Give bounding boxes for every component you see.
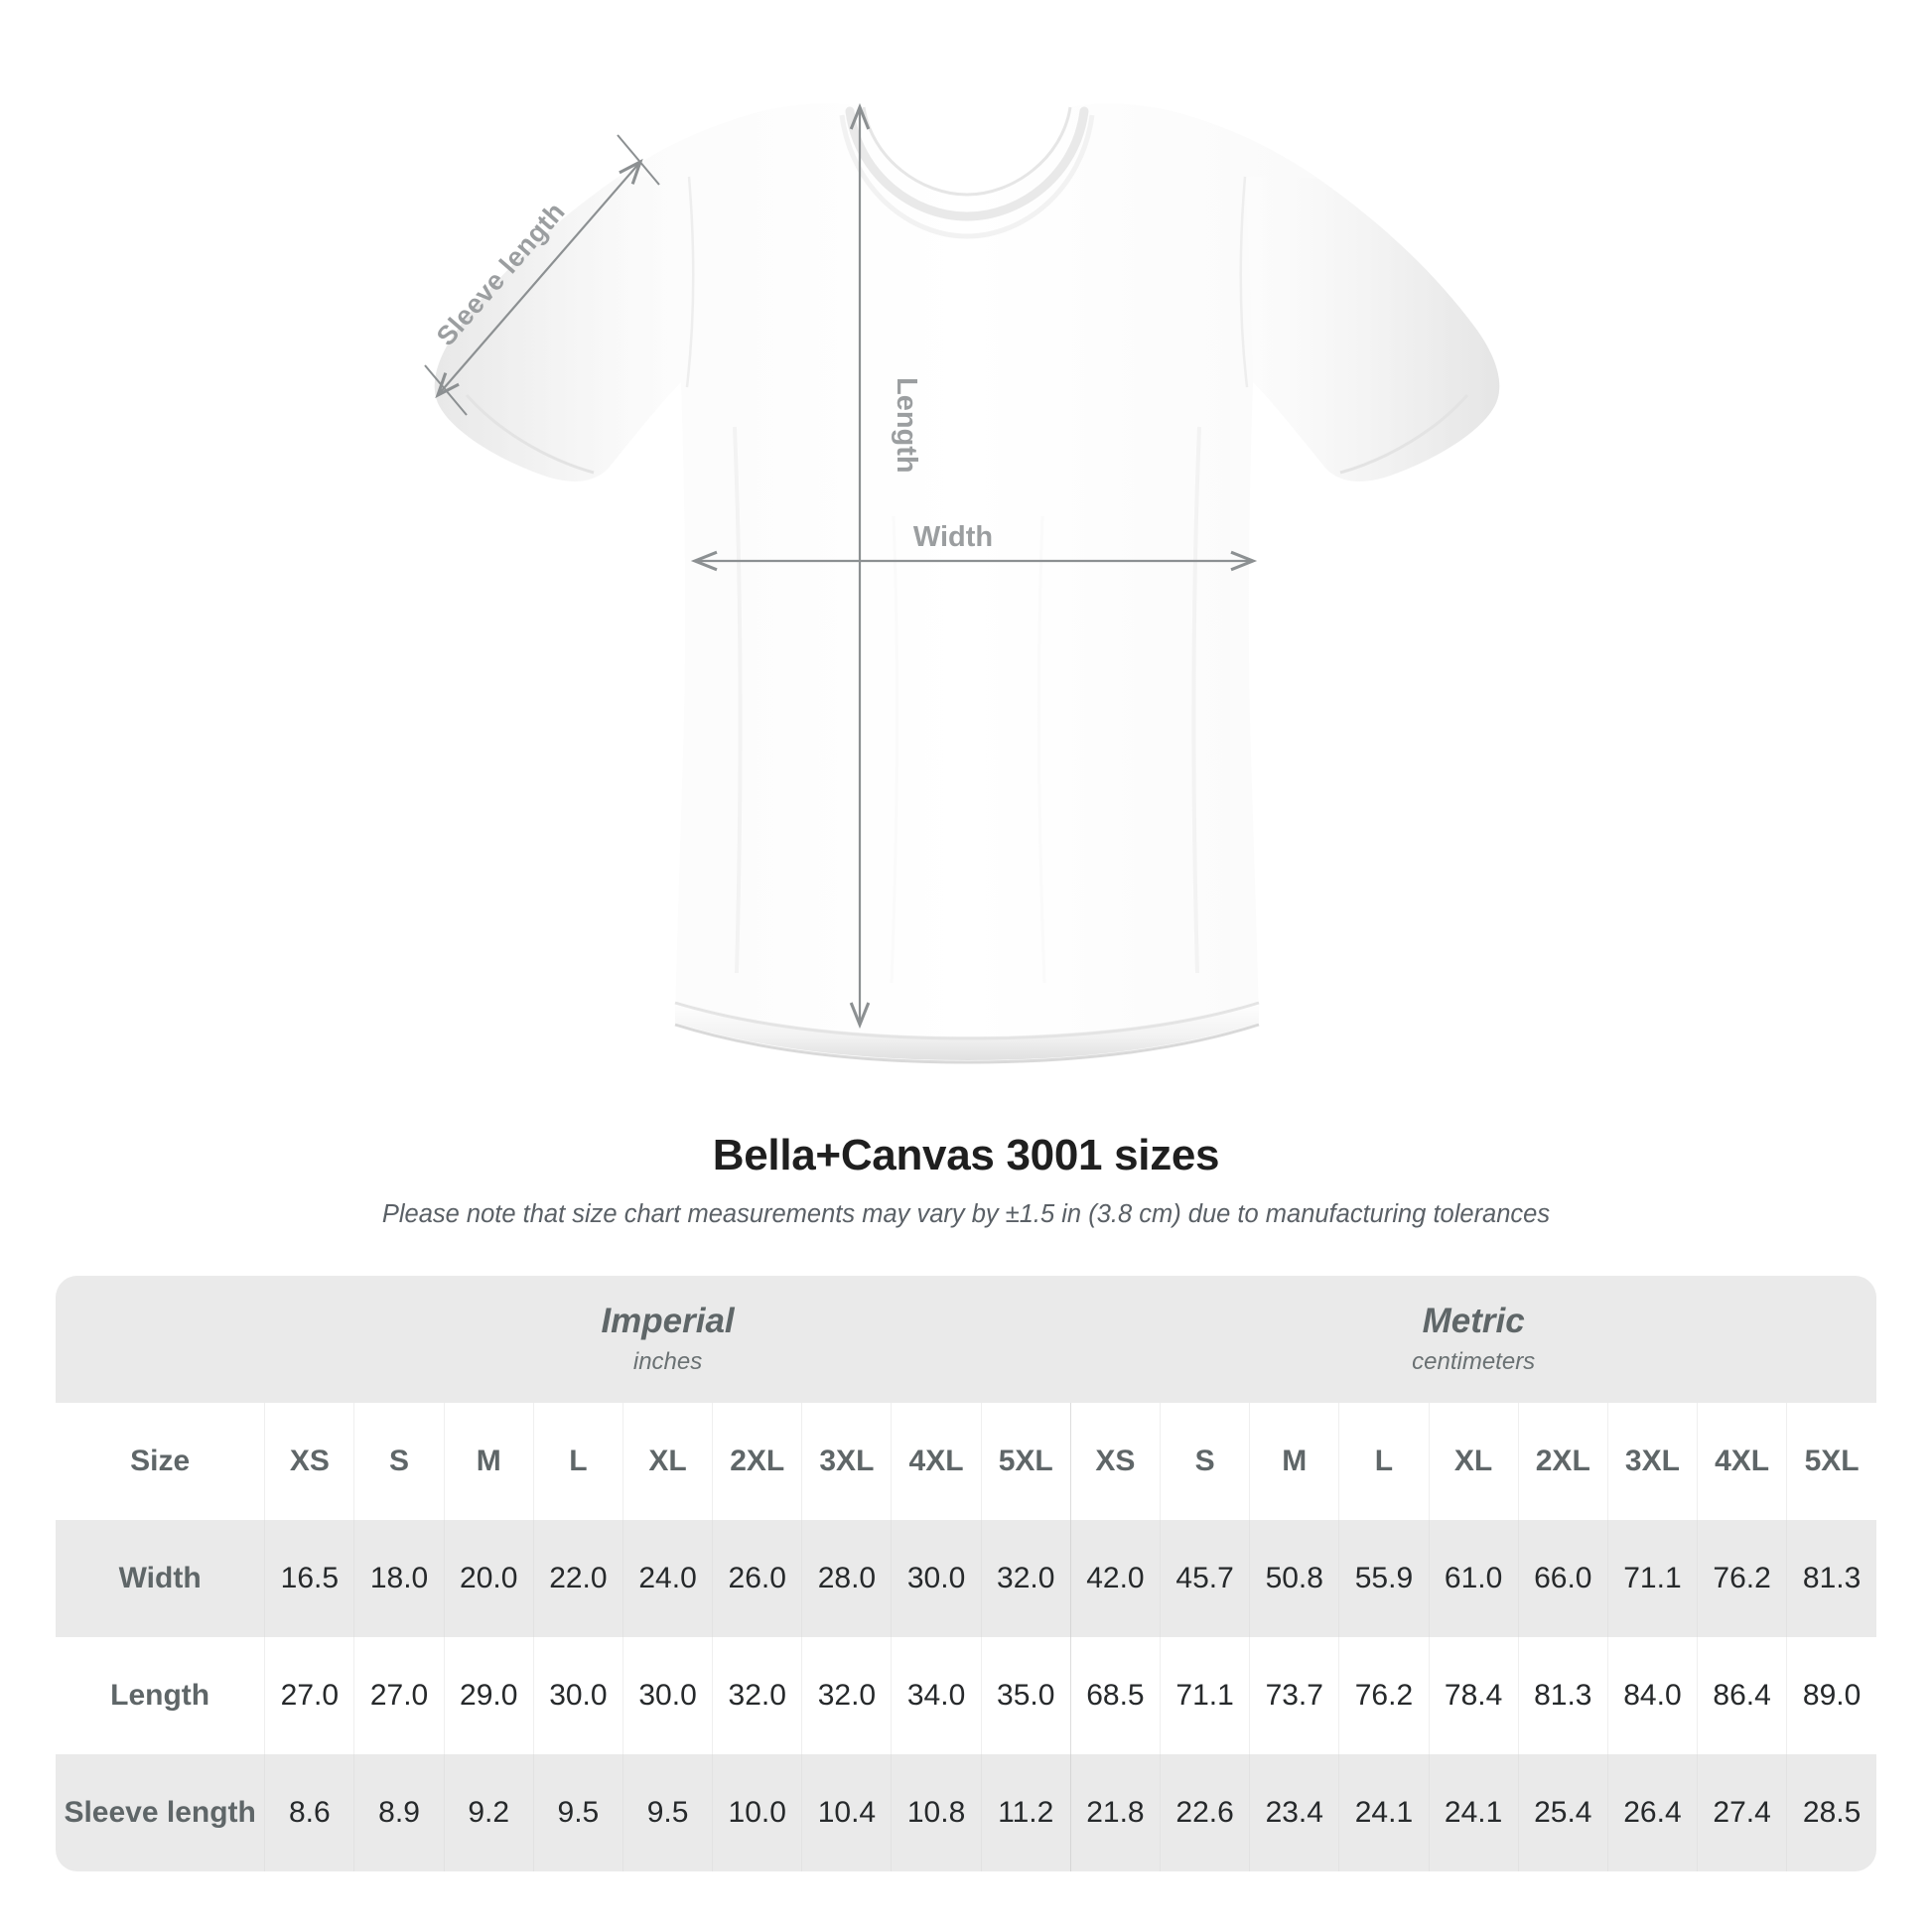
table-row: Width 16.5 18.0 20.0 22.0 24.0 26.0 28.0 30.0 32.… — [56, 1520, 1876, 1637]
cell-length-metric-l: 76.2 — [1338, 1637, 1430, 1754]
cell-length-metric-s: 71.1 — [1159, 1637, 1250, 1754]
cell-width-imperial-xs: 16.5 — [264, 1520, 354, 1637]
cell-length-imperial-m: 29.0 — [443, 1637, 534, 1754]
cell-width-imperial-xl: 24.0 — [621, 1520, 713, 1637]
row-label-length: Length — [56, 1637, 265, 1754]
cell-width-imperial-2xl: 26.0 — [712, 1520, 802, 1637]
unit-group-imperial: Imperial inches — [264, 1276, 1071, 1403]
cell-width-imperial-s: 18.0 — [353, 1520, 445, 1637]
cell-sleeve-length-metric-4xl: 27.4 — [1697, 1754, 1787, 1871]
cell-length-metric-2xl: 81.3 — [1517, 1637, 1608, 1754]
size-header-imperial-m: M — [443, 1403, 534, 1520]
cell-sleeve-length-metric-3xl: 26.4 — [1606, 1754, 1698, 1871]
page-title: Bella+Canvas 3001 sizes — [712, 1131, 1220, 1179]
cell-length-imperial-5xl: 35.0 — [980, 1637, 1071, 1754]
cell-length-metric-xs: 68.5 — [1069, 1637, 1161, 1754]
cell-width-metric-5xl: 81.3 — [1786, 1520, 1876, 1637]
cell-width-imperial-l: 22.0 — [532, 1520, 623, 1637]
size-header-row: Size XS S M L XL 2XL 3XL 4XL 5XL XS S M L XL 2XL 3XL 4XL 5… — [56, 1403, 1876, 1520]
cell-width-imperial-m: 20.0 — [443, 1520, 534, 1637]
size-header-imperial-4xl: 4XL — [891, 1403, 982, 1520]
cell-width-metric-l: 55.9 — [1338, 1520, 1430, 1637]
size-header-imperial-3xl: 3XL — [801, 1403, 892, 1520]
tshirt-graphic — [434, 103, 1500, 1064]
cell-width-metric-3xl: 71.1 — [1606, 1520, 1698, 1637]
cell-sleeve-length-imperial-m: 9.2 — [443, 1754, 534, 1871]
cell-length-metric-5xl: 89.0 — [1786, 1637, 1876, 1754]
cell-length-metric-m: 73.7 — [1249, 1637, 1339, 1754]
cell-sleeve-length-imperial-5xl: 11.2 — [980, 1754, 1071, 1871]
size-header-metric-xl: XL — [1428, 1403, 1519, 1520]
cell-sleeve-length-imperial-l: 9.5 — [532, 1754, 623, 1871]
tolerance-note: Please note that size chart measurements… — [381, 1200, 1551, 1229]
cell-length-imperial-s: 27.0 — [353, 1637, 445, 1754]
cell-width-imperial-3xl: 28.0 — [801, 1520, 892, 1637]
cell-sleeve-length-imperial-xs: 8.6 — [264, 1754, 354, 1871]
cell-length-imperial-3xl: 32.0 — [801, 1637, 892, 1754]
cell-width-metric-m: 50.8 — [1249, 1520, 1339, 1637]
cell-sleeve-length-metric-m: 23.4 — [1249, 1754, 1339, 1871]
cell-length-imperial-xl: 30.0 — [621, 1637, 713, 1754]
row-label-width: Width — [56, 1520, 265, 1637]
cell-length-metric-4xl: 86.4 — [1697, 1637, 1787, 1754]
unit-group-sub: inches — [632, 1347, 703, 1375]
size-header-imperial-xl: XL — [621, 1403, 713, 1520]
cell-length-imperial-2xl: 32.0 — [712, 1637, 802, 1754]
size-header-imperial-s: S — [353, 1403, 445, 1520]
cell-length-imperial-4xl: 34.0 — [891, 1637, 982, 1754]
unit-header-row: Imperial inches Metric centimeters — [56, 1276, 1876, 1403]
size-header-metric-5xl: 5XL — [1786, 1403, 1876, 1520]
cell-width-metric-4xl: 76.2 — [1697, 1520, 1787, 1637]
sleeve-length-dimension-arrow — [424, 134, 660, 416]
cell-sleeve-length-metric-s: 22.6 — [1159, 1754, 1250, 1871]
cell-length-metric-3xl: 84.0 — [1606, 1637, 1698, 1754]
cell-sleeve-length-imperial-xl: 9.5 — [621, 1754, 713, 1871]
cell-length-metric-xl: 78.4 — [1428, 1637, 1519, 1754]
size-header-imperial-2xl: 2XL — [712, 1403, 802, 1520]
cell-width-imperial-4xl: 30.0 — [891, 1520, 982, 1637]
cell-sleeve-length-metric-5xl: 28.5 — [1786, 1754, 1876, 1871]
cell-sleeve-length-metric-2xl: 25.4 — [1517, 1754, 1608, 1871]
tshirt-illustration: Length Width Sleeve length — [424, 102, 1500, 1064]
unit-group-name: Imperial — [601, 1302, 735, 1341]
table-row: Length 27.0 27.0 29.0 30.0 30.0 32.0 32.0 34.0 35… — [56, 1637, 1876, 1754]
cell-width-metric-2xl: 66.0 — [1517, 1520, 1608, 1637]
cell-length-imperial-l: 30.0 — [532, 1637, 623, 1754]
cell-width-metric-s: 45.7 — [1159, 1520, 1250, 1637]
unit-header-spacer — [56, 1276, 265, 1403]
size-header-metric-l: L — [1338, 1403, 1430, 1520]
cell-width-imperial-5xl: 32.0 — [980, 1520, 1071, 1637]
row-label-sleeve-length: Sleeve length — [56, 1754, 265, 1871]
size-header-metric-m: M — [1249, 1403, 1339, 1520]
cell-sleeve-length-imperial-2xl: 10.0 — [712, 1754, 802, 1871]
cell-sleeve-length-imperial-3xl: 10.4 — [801, 1754, 892, 1871]
size-chart-table: Imperial inches Metric centimeters Size XS S M L… — [56, 1276, 1876, 1871]
size-chart-table-container: Imperial inches Metric centimeters Size XS S M L… — [56, 1276, 1876, 1871]
size-header-metric-xs: XS — [1069, 1403, 1161, 1520]
unit-group-sub: centimeters — [1412, 1347, 1536, 1375]
unit-group-name: Metric — [1422, 1302, 1525, 1341]
size-header-metric-2xl: 2XL — [1517, 1403, 1608, 1520]
size-header-metric-s: S — [1159, 1403, 1250, 1520]
cell-sleeve-length-metric-xl: 24.1 — [1428, 1754, 1519, 1871]
size-header-metric-4xl: 4XL — [1697, 1403, 1787, 1520]
size-header-label: Size — [56, 1403, 265, 1520]
size-header-imperial-l: L — [532, 1403, 623, 1520]
length-dimension-label: Length — [891, 377, 922, 474]
size-header-imperial-xs: XS — [264, 1403, 354, 1520]
cell-width-metric-xl: 61.0 — [1428, 1520, 1519, 1637]
cell-sleeve-length-metric-l: 24.1 — [1338, 1754, 1430, 1871]
cell-sleeve-length-imperial-4xl: 10.8 — [891, 1754, 982, 1871]
size-header-metric-3xl: 3XL — [1606, 1403, 1698, 1520]
size-header-imperial-5xl: 5XL — [980, 1403, 1071, 1520]
unit-group-metric: Metric centimeters — [1070, 1276, 1876, 1403]
cell-length-imperial-xs: 27.0 — [264, 1637, 354, 1754]
table-row: Sleeve length 8.6 8.9 9.2 9.5 9.5 10.0 10.4 10.8… — [56, 1754, 1876, 1871]
width-dimension-label: Width — [913, 521, 993, 553]
title-block: Bella+Canvas 3001 sizes Please note that… — [0, 1131, 1932, 1230]
cell-width-metric-xs: 42.0 — [1069, 1520, 1161, 1637]
cell-sleeve-length-imperial-s: 8.9 — [353, 1754, 445, 1871]
cell-sleeve-length-metric-xs: 21.8 — [1069, 1754, 1161, 1871]
